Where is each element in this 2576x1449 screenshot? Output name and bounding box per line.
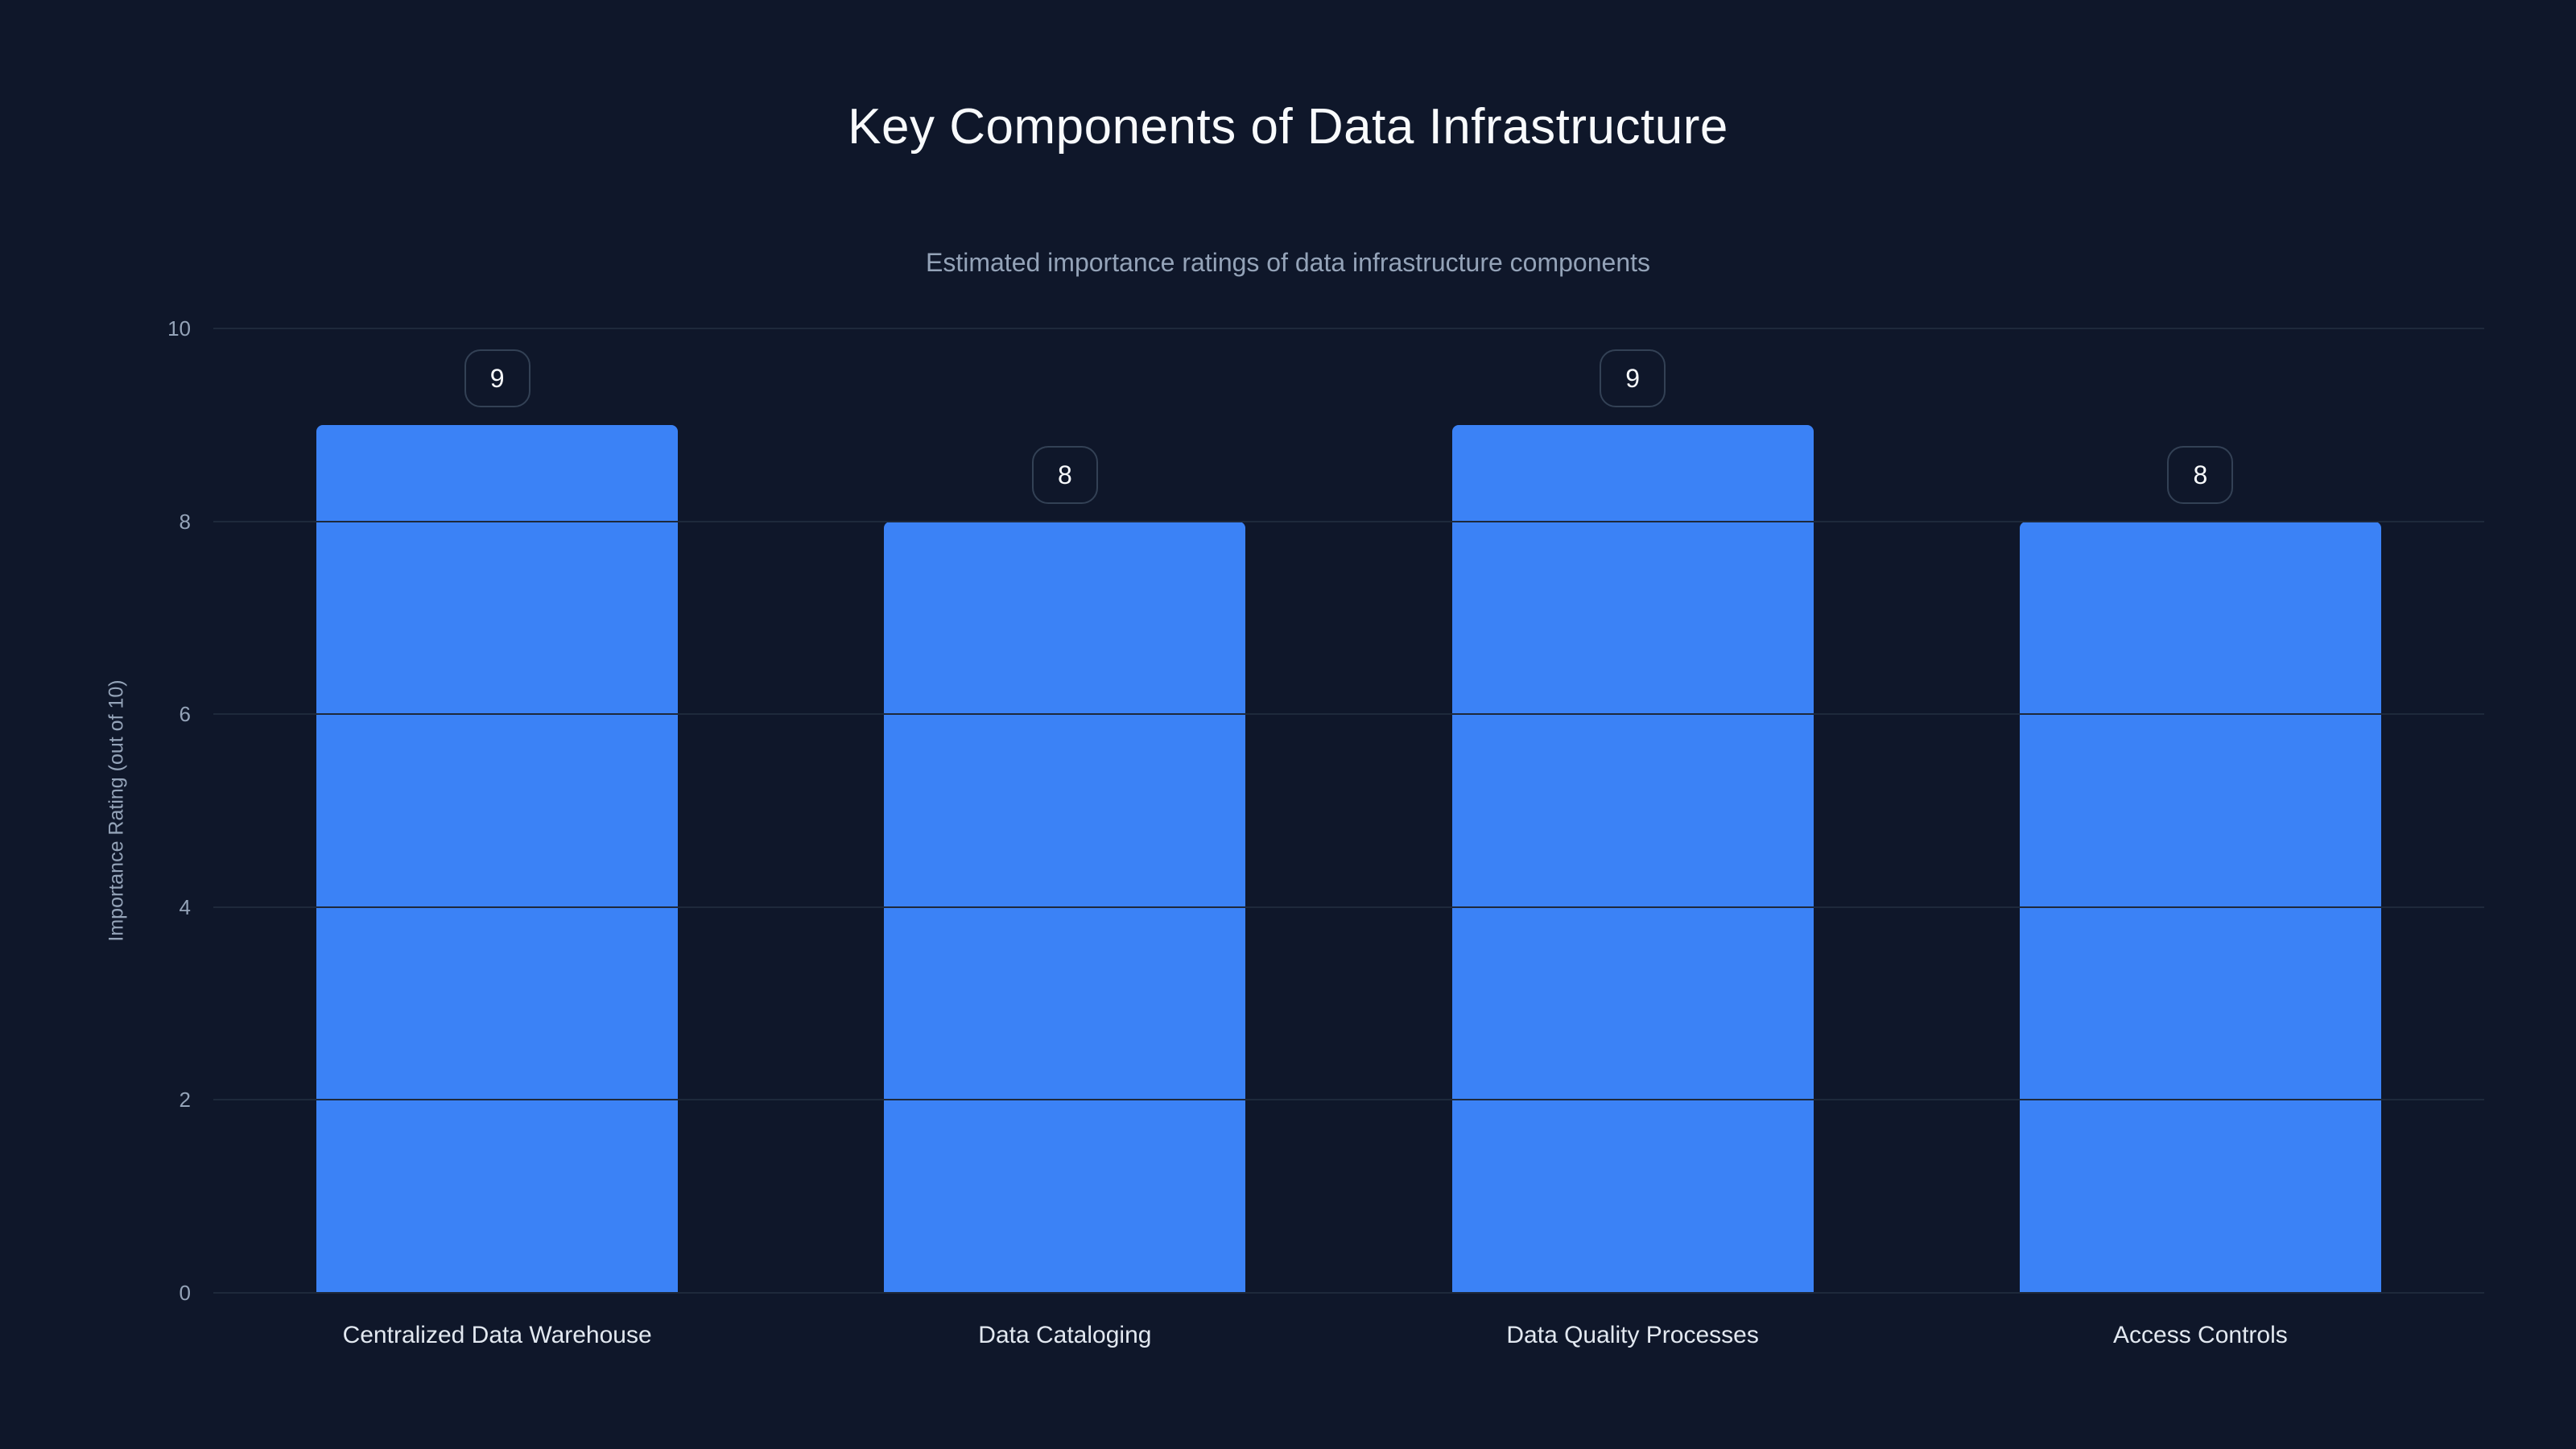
bar-slot-centralized-data-warehouse: 9 (213, 328, 781, 1293)
gridline (213, 906, 2484, 908)
bar-data-quality-processes: 9 (1451, 349, 1814, 1293)
y-tick-label: 0 (179, 1281, 191, 1305)
x-axis-label-access-controls: Access Controls (2113, 1322, 2288, 1348)
gridline (213, 520, 2484, 522)
value-badge-centralized-data-warehouse: 9 (464, 349, 530, 407)
x-axis-label-data-quality-processes: Data Quality Processes (1506, 1322, 1759, 1348)
gridline (213, 328, 2484, 329)
gridline (213, 1292, 2484, 1294)
y-tick-label: 10 (167, 316, 191, 341)
x-axis-labels: Centralized Data Warehouse Data Catalogin… (213, 1322, 2484, 1349)
value-badge-data-cataloging: 8 (1031, 445, 1098, 504)
x-axis-label-centralized-data-warehouse: Centralized Data Warehouse (342, 1322, 652, 1348)
value-badge-data-quality-processes: 9 (1600, 349, 1666, 407)
y-tick-label: 8 (179, 509, 191, 534)
chart-title: Key Components of Data Infrastructure (848, 99, 1728, 155)
gridline (213, 713, 2484, 716)
bars-container: 9 8 9 8 (213, 328, 2484, 1293)
plot-area: 9 8 9 8 0 2 4 6 8 10 (167, 318, 2484, 1303)
bar-slot-access-controls: 8 (1917, 328, 2484, 1293)
gridline (213, 1099, 2484, 1101)
bar-slot-data-quality-processes: 9 (1349, 328, 1917, 1293)
x-axis-label-data-cataloging: Data Cataloging (978, 1322, 1152, 1348)
y-tick-label: 4 (179, 894, 191, 919)
bar-slot-data-cataloging: 8 (781, 328, 1348, 1293)
chart-subtitle: Estimated importance ratings of data inf… (926, 248, 1650, 277)
y-tick-label: 6 (179, 702, 191, 727)
y-axis-label: Importance Rating (out of 10) (105, 679, 128, 942)
bar-centralized-data-warehouse: 9 (316, 349, 679, 1293)
y-tick-label: 2 (179, 1088, 191, 1113)
value-badge-access-controls: 8 (2167, 445, 2234, 504)
